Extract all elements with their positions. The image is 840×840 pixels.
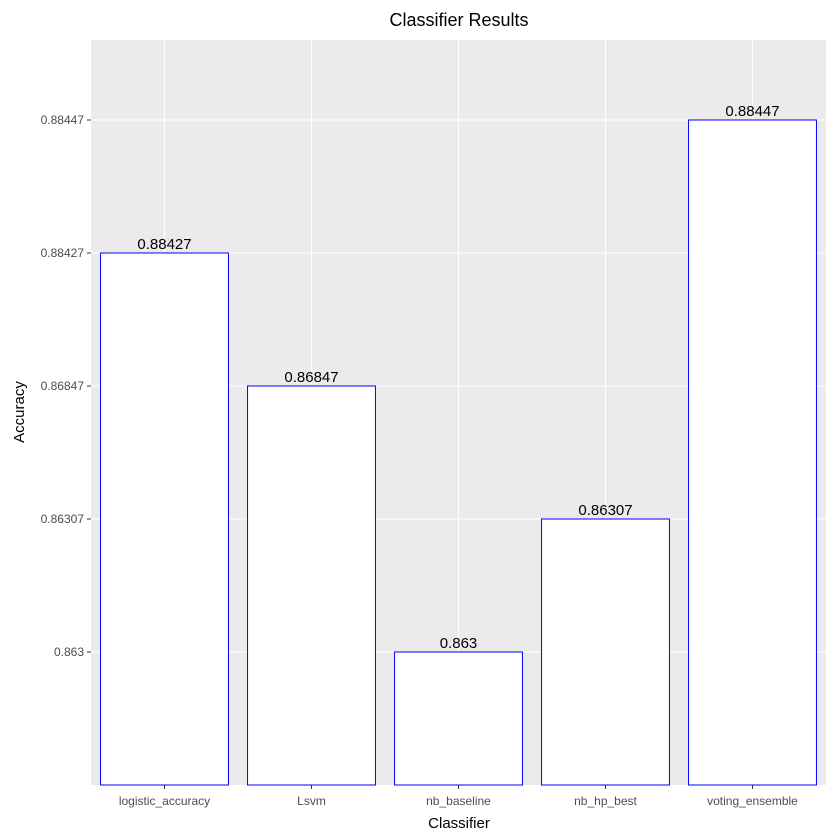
y-axis-title: Accuracy — [11, 381, 28, 443]
data-labels: 0.88427 0.86847 0.863 0.86307 0.88447 — [137, 103, 779, 652]
y-tick-label: 0.88427 — [41, 246, 85, 260]
bar-nb_hp_best — [541, 518, 670, 786]
x-axis-title: Classifier — [428, 815, 490, 832]
bar-nb_baseline — [394, 651, 523, 786]
x-axis: logistic_accuracy Lsvm nb_baseline nb_hp_be… — [119, 785, 798, 808]
x-tick-label: nb_hp_best — [574, 794, 637, 808]
y-axis: 0.863 0.86307 0.86847 0.88427 0.88447 — [41, 113, 91, 659]
y-tick-label: 0.86847 — [41, 379, 85, 393]
bar-logistic_accuracy — [100, 252, 229, 786]
y-tick-label: 0.88447 — [41, 113, 85, 127]
data-label-logistic_accuracy: 0.88427 — [137, 236, 191, 253]
y-tick-label: 0.86307 — [41, 512, 85, 526]
x-tick-label: nb_baseline — [426, 794, 491, 808]
bars — [100, 119, 817, 786]
chart-title: Classifier Results — [389, 10, 528, 30]
bar-voting_ensemble — [688, 119, 817, 786]
data-label-nb_hp_best: 0.86307 — [578, 502, 632, 519]
data-label-nb_baseline: 0.863 — [440, 635, 478, 652]
x-tick-label: Lsvm — [297, 794, 326, 808]
data-label-voting_ensemble: 0.88447 — [725, 103, 779, 120]
bar-Lsvm — [247, 385, 376, 786]
x-tick-label: logistic_accuracy — [119, 794, 210, 808]
y-tick-label: 0.863 — [54, 645, 84, 659]
x-tick-label: voting_ensemble — [707, 794, 798, 808]
data-label-Lsvm: 0.86847 — [284, 369, 338, 386]
